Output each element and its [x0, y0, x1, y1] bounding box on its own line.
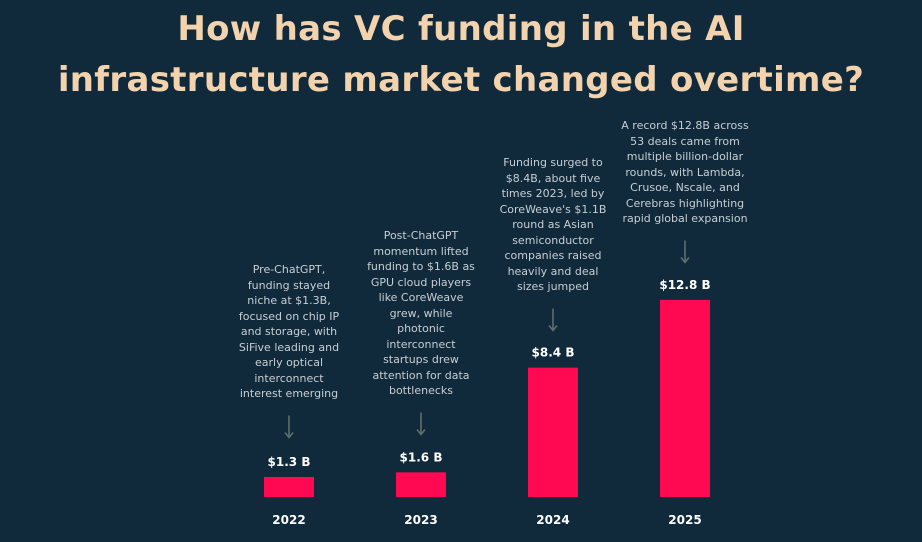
title-line-1: How has VC funding in the AI [177, 9, 745, 49]
bar-2024 [528, 367, 578, 497]
title-line-2: infrastructure market changed overtime? [57, 60, 865, 100]
bar-2022 [264, 476, 314, 497]
category-label-2023: 2023 [404, 513, 437, 527]
category-label-2025: 2025 [668, 513, 701, 527]
bar-2025 [660, 299, 710, 497]
arrow-2025 [680, 240, 690, 264]
value-label-2025: $12.8 B [659, 278, 710, 292]
arrow-2023 [416, 412, 426, 436]
page-title: How has VC funding in the AI infrastruct… [0, 4, 922, 106]
category-label-2024: 2024 [536, 513, 569, 527]
value-label-2024: $8.4 B [532, 346, 575, 360]
value-label-2023: $1.6 B [400, 450, 443, 464]
annotation-2022: Pre-ChatGPT, funding stayed niche at $1.… [238, 263, 340, 400]
annotation-2024: Funding surged to $8.4B, about five time… [499, 156, 607, 293]
annotation-2023: Post-ChatGPT momentum lifted funding to … [367, 229, 475, 397]
arrow-2024 [548, 308, 558, 332]
arrow-2022 [284, 415, 294, 439]
category-label-2022: 2022 [272, 513, 305, 527]
value-label-2022: $1.3 B [268, 455, 311, 469]
annotation-2025: A record $12.8B across 53 deals came fro… [621, 119, 749, 225]
bar-2023 [396, 472, 446, 497]
